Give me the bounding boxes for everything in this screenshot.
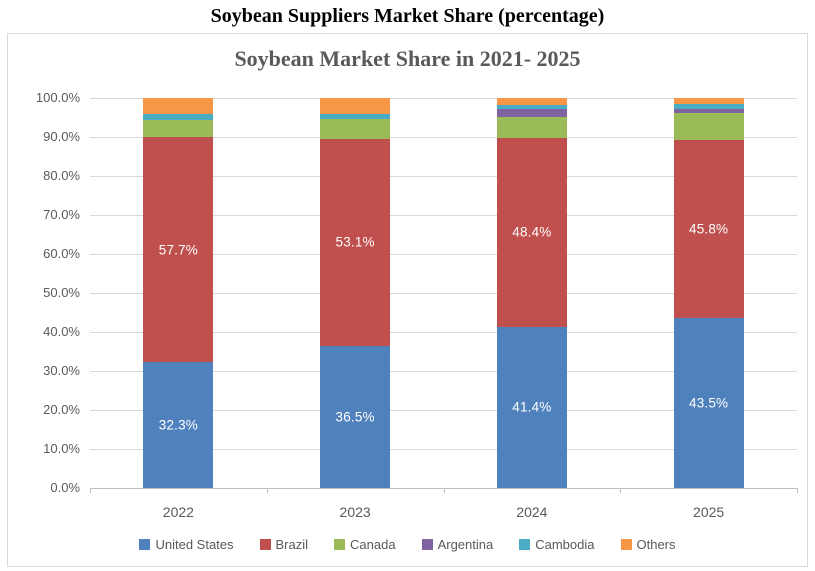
legend-swatch-icon [519, 539, 531, 550]
bar-2024: 41.4% 48.4% [496, 98, 567, 488]
legend-swatch-icon [620, 539, 632, 550]
x-axis-tick [620, 488, 622, 493]
legend: United States Brazil Canada Argentina Cambod… [8, 537, 807, 552]
legend-label: United States [155, 537, 234, 552]
x-axis-tick [797, 488, 798, 493]
legend-item-united-states: United States [139, 537, 234, 552]
bar-segment-brazil [320, 138, 391, 346]
x-axis-label-2025: 2025 [693, 504, 725, 520]
bar-segment-canada [673, 112, 744, 140]
bar-segment-canada [320, 119, 391, 139]
x-axis-label-2022: 2022 [162, 504, 194, 520]
bar-2022: 32.3% 57.7% [143, 98, 214, 488]
chart-container: Soybean Market Share in 2021- 2025 32.3%… [7, 33, 808, 567]
data-label: 32.3% [158, 417, 199, 433]
bar-segment-brazil [496, 137, 567, 327]
legend-swatch-icon [139, 539, 151, 550]
page-title: Soybean Suppliers Market Share (percenta… [210, 5, 605, 27]
y-axis-tick-label: 50.0% [43, 285, 80, 300]
gridline [90, 293, 797, 294]
bar-segment-united-states [320, 345, 391, 488]
y-axis-tick-label: 40.0% [43, 324, 80, 339]
gridline [90, 254, 797, 255]
y-axis-tick-label: 10.0% [43, 441, 80, 456]
chart-title: Soybean Market Share in 2021- 2025 [234, 46, 581, 71]
y-axis-tick-label: 90.0% [43, 129, 80, 144]
bar-segment-cambodia [320, 114, 391, 120]
gridline [90, 137, 797, 138]
gridline [90, 176, 797, 177]
legend-swatch-icon [259, 539, 271, 550]
legend-item-cambodia: Cambodia [519, 537, 595, 552]
gridline [90, 410, 797, 411]
gridline [90, 449, 797, 450]
plot-area: 32.3% 57.7% 36.5% 53.1% 41.4% 48.4% 43.5% 45.8% [90, 98, 798, 493]
legend-swatch-icon [421, 539, 433, 550]
data-label: 41.4% [512, 399, 552, 415]
y-axis-tick-label: 30.0% [43, 363, 80, 378]
bar-segment-cambodia [143, 114, 214, 120]
x-axis-tick [90, 488, 91, 493]
bar-segment-canada [496, 117, 567, 138]
bar-2023: 36.5% 53.1% [320, 98, 391, 488]
legend-label: Canada [350, 537, 396, 552]
data-label: 48.4% [512, 224, 552, 240]
legend-item-others: Others [620, 537, 676, 552]
y-axis-tick-label: 20.0% [43, 402, 80, 417]
data-label: 57.7% [158, 242, 199, 257]
bar-segment-united-states [496, 326, 567, 488]
bar-segment-brazil [673, 139, 744, 319]
legend-label: Argentina [437, 537, 494, 552]
gridline [90, 332, 797, 333]
gridline [90, 98, 797, 99]
bar-2025: 43.5% 45.8% [673, 98, 744, 488]
bar-segment-cambodia [496, 105, 567, 110]
bar-segment-canada [143, 119, 214, 137]
legend-label: Others [636, 537, 676, 552]
x-axis-tick [266, 488, 268, 493]
bar-segment-united-states [673, 318, 744, 488]
gridline [90, 371, 797, 372]
data-label: 53.1% [335, 234, 375, 250]
bar-segment-united-states [143, 362, 214, 488]
bar-segment-others [320, 98, 391, 114]
legend-item-brazil: Brazil [259, 537, 309, 552]
y-axis-tick-label: 60.0% [43, 246, 80, 261]
data-label: 36.5% [335, 409, 375, 425]
x-axis-label-2024: 2024 [516, 504, 548, 520]
bar-segment-others [143, 98, 214, 114]
legend-swatch-icon [334, 539, 346, 550]
legend-item-canada: Canada [334, 537, 396, 552]
bar-segment-argentina [496, 109, 567, 118]
data-label: 45.8% [688, 221, 729, 237]
y-axis-tick-label: 100.0% [35, 90, 80, 105]
bar-segment-argentina [673, 109, 744, 113]
bar-segment-others [673, 98, 744, 105]
data-label: 43.5% [688, 395, 729, 411]
bar-segment-brazil [143, 137, 214, 363]
bar-segment-cambodia [673, 104, 744, 110]
y-axis-tick-label: 80.0% [43, 168, 80, 183]
legend-label: Brazil [275, 537, 309, 552]
legend-item-argentina: Argentina [421, 537, 494, 552]
gridline [90, 215, 797, 216]
bar-segment-others [496, 98, 567, 106]
x-axis-tick [443, 488, 445, 493]
legend-label: Cambodia [535, 537, 595, 552]
x-axis-label-2023: 2023 [339, 504, 371, 520]
y-axis-tick-label: 0.0% [50, 480, 80, 495]
y-axis-tick-label: 70.0% [43, 207, 80, 222]
